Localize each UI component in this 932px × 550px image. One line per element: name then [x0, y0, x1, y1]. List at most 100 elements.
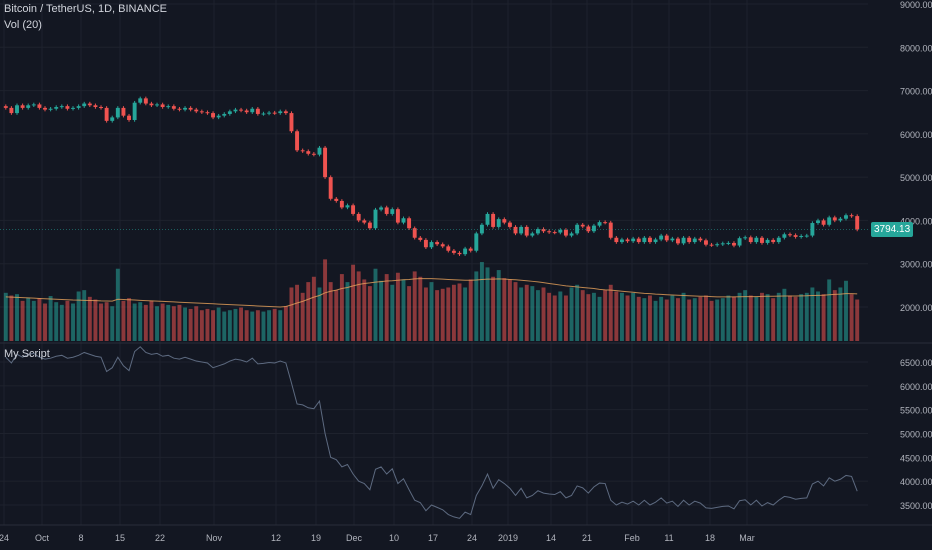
volume-bar — [513, 282, 518, 341]
volume-bar — [87, 296, 92, 341]
time-tick-label: 22 — [155, 533, 165, 543]
candle-body — [311, 153, 316, 155]
candle-body — [631, 238, 636, 242]
candle-body — [233, 109, 238, 112]
volume-bar — [524, 284, 529, 341]
volume-bar — [491, 276, 496, 341]
volume-bar — [681, 292, 686, 341]
candle-body — [591, 225, 596, 232]
volume-bar — [760, 292, 764, 341]
volume-bar — [468, 279, 473, 341]
candle-body — [704, 240, 708, 245]
indicator-axis[interactable]: 6500.0000 6000.0000 5500.0000 5000.0000 4500… — [900, 358, 932, 511]
volume-bar — [289, 287, 294, 341]
volume-bar — [519, 287, 524, 341]
candle-body — [580, 224, 585, 227]
price-tick-label: 5000.00 — [900, 173, 932, 183]
candle-body — [681, 237, 686, 244]
volume-bar — [496, 270, 501, 341]
volume-bar — [283, 306, 288, 341]
candle-body — [748, 237, 753, 243]
volume-bar — [390, 284, 395, 341]
volume-bar — [479, 262, 484, 341]
volume-bar — [832, 290, 837, 341]
candle-body — [54, 107, 59, 109]
time-tick-label: 2019 — [498, 533, 518, 543]
volume-bar — [423, 287, 428, 341]
candle-body — [104, 107, 109, 121]
price-axis[interactable]: 9000.00 8000.00 7000.00 6000.00 5000.00 4000.… — [900, 0, 932, 313]
candle-body — [15, 105, 19, 114]
volume-bar — [373, 268, 378, 341]
volume-bar — [782, 288, 787, 341]
candle-body — [227, 111, 232, 114]
volume-bar — [614, 291, 619, 341]
candle-body — [479, 224, 484, 234]
candle-body — [171, 106, 176, 109]
time-tick-label: 15 — [115, 533, 125, 543]
candle-body — [401, 218, 406, 223]
candle-body — [737, 238, 742, 246]
indicator-tick-label: 3500.0000 — [900, 501, 932, 511]
candle-body — [519, 226, 524, 234]
volume-bar — [603, 290, 608, 341]
candle-body — [530, 233, 535, 236]
candle-body — [306, 151, 311, 154]
volume-bar — [37, 298, 42, 341]
volume-bar — [345, 282, 350, 341]
volume-bar — [687, 299, 692, 341]
candle-body — [328, 177, 333, 199]
candle-body — [26, 105, 31, 108]
volume-bar — [3, 292, 8, 341]
candle-body — [138, 98, 143, 103]
candle-body — [199, 111, 204, 113]
candle-body — [20, 105, 25, 108]
candle-body — [804, 235, 809, 237]
volume-bar — [395, 272, 400, 341]
candle-body — [345, 205, 350, 208]
symbol-legend[interactable]: Bitcoin / TetherUS, 1D, BINANCE — [4, 3, 168, 15]
candle-body — [558, 229, 563, 233]
volume-bar — [132, 303, 137, 341]
candle-body — [127, 115, 131, 121]
candle-body — [59, 106, 64, 108]
indicator-legend[interactable]: My Script — [4, 348, 50, 360]
candlesticks[interactable] — [3, 96, 860, 256]
time-tick-label: 18 — [705, 533, 715, 543]
volume-bar — [440, 288, 445, 341]
time-tick-label: 24 — [467, 533, 477, 543]
volume-bar — [362, 279, 367, 341]
volume-bar — [743, 290, 748, 341]
candle-body — [732, 242, 736, 246]
candle-body — [267, 112, 272, 114]
volume-bar — [239, 307, 244, 341]
time-tick-label: 19 — [311, 533, 321, 543]
candle-body — [283, 111, 288, 114]
volume-bar — [569, 287, 574, 341]
volume-bar — [642, 298, 647, 341]
volume-bar — [418, 276, 423, 341]
candle-body — [575, 224, 580, 234]
volume-bars — [3, 259, 860, 341]
volume-bar — [692, 298, 697, 341]
volume-bar — [227, 310, 232, 341]
volume-bar — [765, 294, 770, 341]
time-axis[interactable]: 24 Oct 8 15 22 Nov 12 19 Dec 10 17 24 2019 14 21 Feb 11 1… — [0, 533, 755, 543]
volume-bar — [54, 302, 59, 341]
volume-bar — [188, 308, 193, 341]
volume-bar — [541, 287, 546, 341]
candle-body — [687, 237, 692, 243]
volume-bar — [149, 300, 154, 341]
candle-body — [76, 106, 81, 108]
volume-bar — [401, 279, 406, 341]
candle-body — [586, 226, 591, 232]
price-tick-label: 3000.00 — [900, 260, 932, 270]
volume-bar — [267, 310, 272, 341]
volume-bar — [323, 259, 328, 341]
volume-legend[interactable]: Vol (20) — [4, 19, 42, 31]
candle-body — [535, 229, 540, 234]
volume-bar — [530, 286, 535, 341]
volume-bar — [43, 303, 47, 341]
indicator-tick-label: 6000.0000 — [900, 382, 932, 392]
